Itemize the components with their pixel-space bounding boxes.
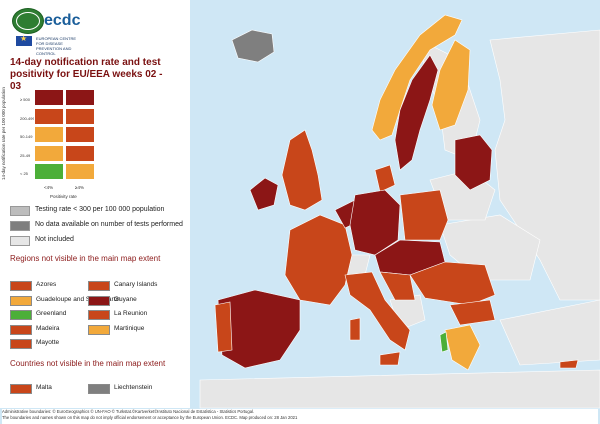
logo-wordmark: ecdc — [44, 12, 81, 29]
baltics — [454, 134, 493, 191]
legend-swatch — [10, 295, 32, 306]
matrix-cell — [34, 163, 64, 180]
greece — [444, 324, 481, 371]
region-item: Guyane — [88, 295, 178, 307]
non-eu-turkey — [499, 299, 600, 366]
matrix-row-label: 50-149 — [20, 134, 33, 139]
sardinia — [349, 317, 361, 341]
legend-label: Guadeloupe and Saint Martin — [36, 295, 121, 303]
region-item: Greenland — [10, 309, 100, 321]
italy — [344, 271, 411, 351]
sicily — [379, 351, 401, 366]
legend-swatch — [10, 281, 32, 291]
matrix-cell — [65, 126, 95, 143]
croatia — [379, 271, 416, 301]
legend-swatch — [10, 221, 30, 231]
matrix-col-label: ≥4% — [75, 185, 84, 190]
iceland — [231, 29, 275, 63]
color-matrix — [34, 89, 98, 185]
legend-swatch — [88, 384, 110, 394]
matrix-cell — [34, 89, 64, 106]
matrix-x-axis-label: Positivity rate — [50, 194, 77, 199]
region-item: Azores — [10, 280, 100, 292]
legend-swatch — [88, 310, 110, 320]
ecdc-logo: ecdc EUROPEAN CENTRE FOR DISEASE PREVENT… — [8, 6, 81, 56]
legend-label: Azores — [36, 281, 57, 288]
legend-swatch — [88, 281, 110, 291]
legend-label: La Reunion — [114, 310, 148, 317]
matrix-cell — [34, 107, 64, 125]
matrix-y-axis-label: 14-day notification rate per 100 000 pop… — [1, 87, 6, 180]
region-item: Canary Islands — [88, 280, 178, 292]
matrix-col-label: <4% — [44, 185, 54, 190]
region-item: Mayotte — [10, 338, 100, 350]
region-item: Madeira — [10, 324, 100, 336]
legend-label: Not included — [35, 236, 74, 243]
legend-swatch — [88, 295, 110, 306]
region-item: Martinique — [88, 324, 178, 336]
region-item: Guadeloupe and Saint Martin — [10, 295, 121, 307]
france — [284, 214, 353, 306]
eu-flag-icon — [16, 34, 32, 46]
denmark — [374, 164, 396, 193]
matrix-cell — [65, 163, 95, 180]
bulgaria — [449, 299, 496, 326]
finland — [431, 39, 471, 131]
legend-swatch — [88, 324, 110, 335]
legend-swatch — [10, 236, 30, 246]
footer: Administrative boundaries: © EuroGeograp… — [2, 409, 598, 424]
countries-title: Countries not visible in the main map ex… — [10, 359, 166, 368]
regions-title: Regions not visible in the main map exte… — [10, 254, 161, 263]
footer-line-1: Administrative boundaries: © EuroGeograp… — [2, 409, 255, 414]
matrix-cell — [34, 126, 64, 143]
non-eu-north-africa — [199, 369, 600, 409]
country-item: Malta — [10, 383, 100, 395]
country-item: Liechtenstein — [88, 383, 178, 395]
region-item: La Reunion — [88, 309, 178, 321]
sweden — [394, 54, 439, 171]
legend-swatch — [10, 206, 30, 216]
legend-label: No data available on number of tests per… — [35, 221, 183, 228]
legend-label: Madeira — [36, 324, 60, 332]
legend-label: Malta — [36, 384, 52, 391]
legend-swatch — [10, 310, 32, 320]
hungary-romania — [409, 261, 496, 306]
legend-swatch — [10, 339, 32, 349]
legend-swatch — [10, 324, 32, 335]
matrix-row-labels: ≥ 500 200-499 50-149 25-49 < 25 — [10, 92, 35, 184]
matrix-cell — [65, 89, 95, 106]
legend-label: Liechtenstein — [114, 384, 153, 391]
matrix-cell — [65, 144, 95, 162]
logo-subtitle: EUROPEAN CENTRE FOR DISEASE PREVENTION A… — [36, 36, 77, 56]
legend-label: Guyane — [114, 295, 137, 303]
ireland — [249, 177, 279, 211]
cyprus — [559, 359, 579, 369]
legend-label: Mayotte — [36, 339, 60, 346]
globe-icon — [12, 8, 44, 34]
matrix-cell — [65, 107, 95, 125]
matrix-row-label: ≥ 500 — [20, 97, 30, 102]
matrix-cell — [34, 144, 64, 162]
legend-label: Testing rate < 300 per 100 000 populatio… — [35, 206, 165, 213]
portugal — [214, 301, 233, 353]
matrix-row-label: 25-49 — [20, 152, 31, 158]
matrix-row-label: < 25 — [20, 171, 28, 176]
spain — [217, 289, 301, 369]
united-kingdom — [281, 129, 323, 211]
matrix-row-label: 200-499 — [20, 115, 35, 121]
legend-swatch — [10, 384, 32, 394]
legend-label: Martinique — [114, 324, 145, 332]
poland — [399, 189, 449, 241]
legend-label: Greenland — [36, 310, 67, 317]
greece-green-region — [439, 331, 449, 353]
footer-line-2: The boundaries and names shown on this m… — [2, 415, 298, 420]
legend-label: Canary Islands — [114, 281, 158, 288]
germany — [349, 189, 401, 256]
norway — [371, 14, 463, 141]
map-title: 14-day notification rate and test positi… — [10, 57, 163, 92]
